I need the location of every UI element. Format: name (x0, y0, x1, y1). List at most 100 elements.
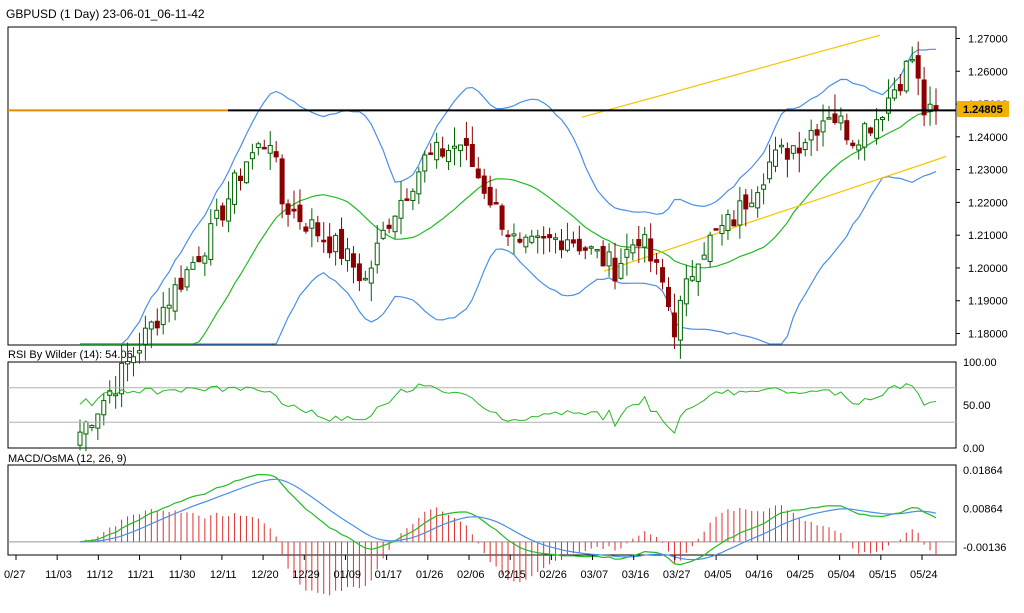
rsi-tick-label: 0.00 (963, 443, 984, 455)
candle-body (469, 144, 475, 168)
candle-body (731, 219, 737, 227)
candle (582, 245, 588, 260)
candle-body (660, 267, 666, 283)
candle (612, 242, 618, 290)
candle (285, 199, 291, 227)
candle (362, 270, 368, 281)
candle (523, 234, 529, 254)
signal-line (79, 478, 937, 561)
candle-body (814, 129, 820, 136)
candle (862, 121, 868, 161)
price-tick-label: 1.19000 (968, 296, 1008, 308)
candle (184, 266, 190, 291)
candle-body (386, 224, 392, 229)
candle-body (576, 238, 582, 252)
rsi-panel (7, 361, 957, 449)
candle-body (398, 199, 404, 219)
x-tick-label: 05/15 (869, 569, 897, 581)
candle-body (166, 304, 172, 309)
candle-body (463, 137, 469, 146)
candle-body (826, 117, 832, 120)
candle-body (559, 240, 564, 251)
price-tick-label: 1.22000 (968, 197, 1008, 209)
candle (196, 246, 202, 263)
candle (345, 237, 350, 272)
candle (802, 138, 808, 157)
candle (333, 232, 339, 266)
current-price-tag (957, 101, 1009, 117)
title-bar (0, 0, 1024, 27)
candle (844, 113, 850, 145)
candle (356, 253, 362, 291)
candle (689, 260, 695, 283)
candle-body (600, 245, 606, 267)
candle-body (148, 321, 154, 330)
candle (190, 256, 196, 270)
moving-average (80, 109, 937, 345)
candle (321, 222, 327, 253)
candle (624, 233, 630, 276)
candle (535, 229, 541, 254)
candle-body (856, 144, 862, 151)
candle-body (279, 158, 285, 205)
candle-body (285, 203, 291, 215)
candle-body (339, 228, 345, 259)
candle (226, 181, 232, 233)
candle-body (570, 239, 576, 244)
candle (559, 228, 564, 259)
candles (77, 41, 939, 452)
price-tick-label: 1.26000 (968, 66, 1008, 78)
candle (339, 217, 345, 265)
candle-body (202, 255, 208, 264)
candle (202, 252, 208, 277)
x-tick-label: 11/21 (128, 569, 155, 581)
candle (915, 41, 921, 96)
candle (487, 175, 493, 208)
candle-body (214, 209, 220, 219)
candle (671, 293, 677, 350)
candle-body (131, 356, 136, 364)
ma-line (80, 109, 937, 345)
upper-band-line (80, 48, 936, 345)
candle-body (541, 235, 547, 239)
candle-body (553, 237, 559, 240)
candle (570, 231, 576, 248)
candle-body (773, 149, 778, 167)
candle (701, 242, 707, 260)
rsi-tick-label: 50.00 (963, 400, 991, 412)
candle-body (208, 223, 214, 260)
candle (505, 230, 511, 247)
candle-body (725, 214, 731, 232)
candle-body (475, 168, 481, 179)
candle (142, 315, 148, 361)
x-tick-label: 05/24 (910, 569, 938, 581)
candle (380, 221, 386, 241)
candle (850, 139, 856, 149)
candle-body (588, 246, 594, 249)
candle-body (440, 148, 446, 157)
candle-body (868, 127, 874, 134)
candle (874, 108, 880, 145)
candle-body (713, 228, 719, 231)
candle-body (374, 242, 380, 266)
candle-body (891, 89, 897, 99)
candle (392, 215, 398, 239)
candle (636, 226, 642, 264)
candle-body (243, 161, 249, 184)
candle (880, 116, 885, 132)
candle-body (77, 431, 83, 446)
candle (350, 246, 356, 284)
candle (178, 265, 184, 293)
candle-body (683, 278, 689, 305)
candle (416, 167, 422, 205)
candle-body (606, 251, 612, 267)
x-tick-label: 11/30 (169, 569, 196, 581)
candle (660, 258, 666, 290)
macd-tick-label: -0.00136 (963, 542, 1006, 554)
channel-upper-line (581, 34, 881, 118)
candle (291, 190, 297, 219)
candle (243, 161, 249, 184)
candle (761, 173, 767, 205)
candle-body (368, 267, 374, 284)
